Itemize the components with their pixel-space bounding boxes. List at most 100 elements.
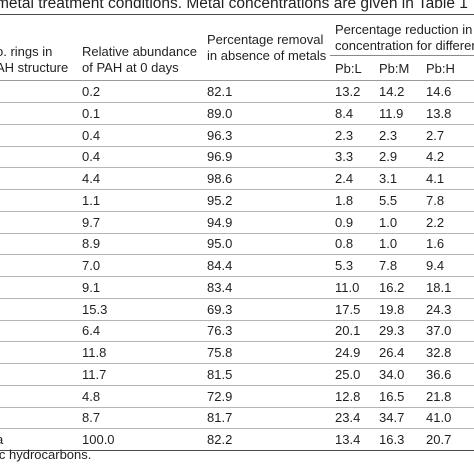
abundance-cell: 11.7 [82,366,107,382]
header-pb-h: Pb:H [426,61,455,76]
pb-h-cell: 37.0 [426,323,452,339]
removal-cell: 95.2 [207,192,233,208]
header-reduction-line2: concentration for differen [335,38,474,53]
pb-h-cell: 21.8 [426,388,452,404]
header-pb-l: Pb:L [335,61,362,76]
header-pb-m: Pb:M [379,61,410,76]
table-row: 0.2 82.1 13.2 14.2 14.6 [0,81,474,103]
abundance-cell: 9.7 [82,214,101,230]
removal-cell: 96.3 [207,127,233,143]
pb-h-cell: 36.6 [426,366,452,382]
table-row: 15.3 69.3 17.5 19.8 24.3 [0,299,474,321]
header-reduction-line1: Percentage reduction in e [335,22,474,37]
pb-h-cell: 24.3 [426,301,452,317]
abundance-cell: 8.7 [82,410,101,426]
pb-l-cell: 20.1 [335,323,361,339]
pb-m-cell: 5.5 [379,192,398,208]
table-row: 6.4 76.3 20.1 29.3 37.0 [0,320,474,343]
header-removal-line1: Percentage removal [207,32,324,47]
header-abundance-line2: of PAH at 0 days [82,60,179,75]
abundance-cell: 6.4 [82,323,101,339]
top-rule [0,14,474,15]
table-row: 7.0 84.4 5.3 7.8 9.4 [0,255,474,277]
pb-h-cell: 7.8 [426,192,445,208]
pb-l-cell: 0.9 [335,214,354,230]
table-row: 11.7 81.5 25.0 34.0 36.6 [0,364,474,386]
table-row: a 100.0 82.2 13.4 16.3 20.7 [0,429,474,451]
pb-l-cell: 17.5 [335,301,361,317]
removal-cell: 82.1 [207,84,233,99]
pb-m-cell: 16.3 [379,432,405,447]
pb-m-cell: 29.3 [379,323,405,339]
removal-cell: 84.4 [207,258,233,273]
pb-h-cell: 9.4 [426,258,445,273]
abundance-cell: 7.0 [82,258,101,273]
pb-m-cell: 2.9 [379,149,398,165]
removal-cell: 81.5 [207,366,233,382]
row-name-cell: a [0,429,3,450]
pb-l-cell: 2.4 [335,171,354,186]
pb-h-cell: 20.7 [426,432,452,447]
pb-l-cell: 1.8 [335,192,354,208]
pb-h-cell: 41.0 [426,410,452,426]
abundance-cell: 8.9 [82,236,101,252]
pb-m-cell: 34.0 [379,366,405,382]
pb-m-cell: 16.5 [379,388,405,404]
abundance-cell: 0.2 [82,84,101,99]
pb-l-cell: 3.3 [335,149,354,165]
header-rings-line1: o. rings in [0,44,53,59]
pb-l-cell: 13.2 [335,84,361,99]
pb-h-cell: 1.6 [426,236,445,252]
pb-h-cell: 32.8 [426,345,452,360]
pb-l-cell: 5.3 [335,258,354,273]
pb-m-cell: 11.9 [379,105,404,121]
pb-h-cell: 4.1 [426,171,445,186]
abundance-cell: 4.8 [82,388,101,404]
table-row: 4.8 72.9 12.8 16.5 21.8 [0,386,474,408]
pb-l-cell: 24.9 [335,345,361,360]
pb-h-cell: 2.7 [426,127,445,143]
table-row: 11.8 75.8 24.9 26.4 32.8 [0,342,474,364]
header-rings-line2: AH structure [0,60,69,75]
removal-cell: 81.7 [207,410,233,426]
pb-l-cell: 12.8 [335,388,361,404]
pb-m-cell: 19.8 [379,301,405,317]
pb-m-cell: 26.4 [379,345,405,360]
pb-h-cell: 18.1 [426,279,452,295]
table-row: 0.1 89.0 8.4 11.9 13.8 [0,103,474,125]
abundance-cell: 11.8 [82,345,107,360]
pb-m-cell: 16.2 [379,279,405,295]
removal-cell: 69.3 [207,301,233,317]
table-row: 9.1 83.4 11.0 16.2 18.1 [0,277,474,299]
header-removal-line2: in absence of metals [207,48,327,63]
pb-h-cell: 2.2 [426,214,445,230]
table-caption: metal treatment conditions. Metal concen… [0,0,468,12]
abundance-cell: 9.1 [82,279,101,295]
removal-cell: 75.8 [207,345,233,360]
table-row: 1.1 95.2 1.8 5.5 7.8 [0,190,474,212]
pb-h-cell: 13.8 [426,105,452,121]
header-bottom-rule [0,80,474,81]
pb-l-cell: 11.0 [335,279,360,295]
table-row: 4.4 98.6 2.4 3.1 4.1 [0,168,474,190]
removal-cell: 94.9 [207,214,233,230]
subheader-rule [330,55,474,56]
abundance-cell: 0.1 [82,105,101,121]
abundance-cell: 15.3 [82,301,108,317]
abundance-cell: 100.0 [82,432,115,447]
removal-cell: 95.0 [207,236,233,252]
removal-cell: 89.0 [207,105,233,121]
table-row: 0.4 96.3 2.3 2.3 2.7 [0,125,474,147]
pb-m-cell: 2.3 [379,127,398,143]
pb-m-cell: 3.1 [379,171,398,186]
removal-cell: 83.4 [207,279,233,295]
abundance-cell: 1.1 [82,192,101,208]
pb-m-cell: 1.0 [379,236,398,252]
removal-cell: 76.3 [207,323,233,339]
removal-cell: 96.9 [207,149,233,165]
pb-h-cell: 14.6 [426,84,452,99]
abundance-cell: 0.4 [82,149,101,165]
table-row: 8.7 81.7 23.4 34.7 41.0 [0,407,474,430]
pb-l-cell: 0.8 [335,236,354,252]
pb-m-cell: 7.8 [379,258,398,273]
